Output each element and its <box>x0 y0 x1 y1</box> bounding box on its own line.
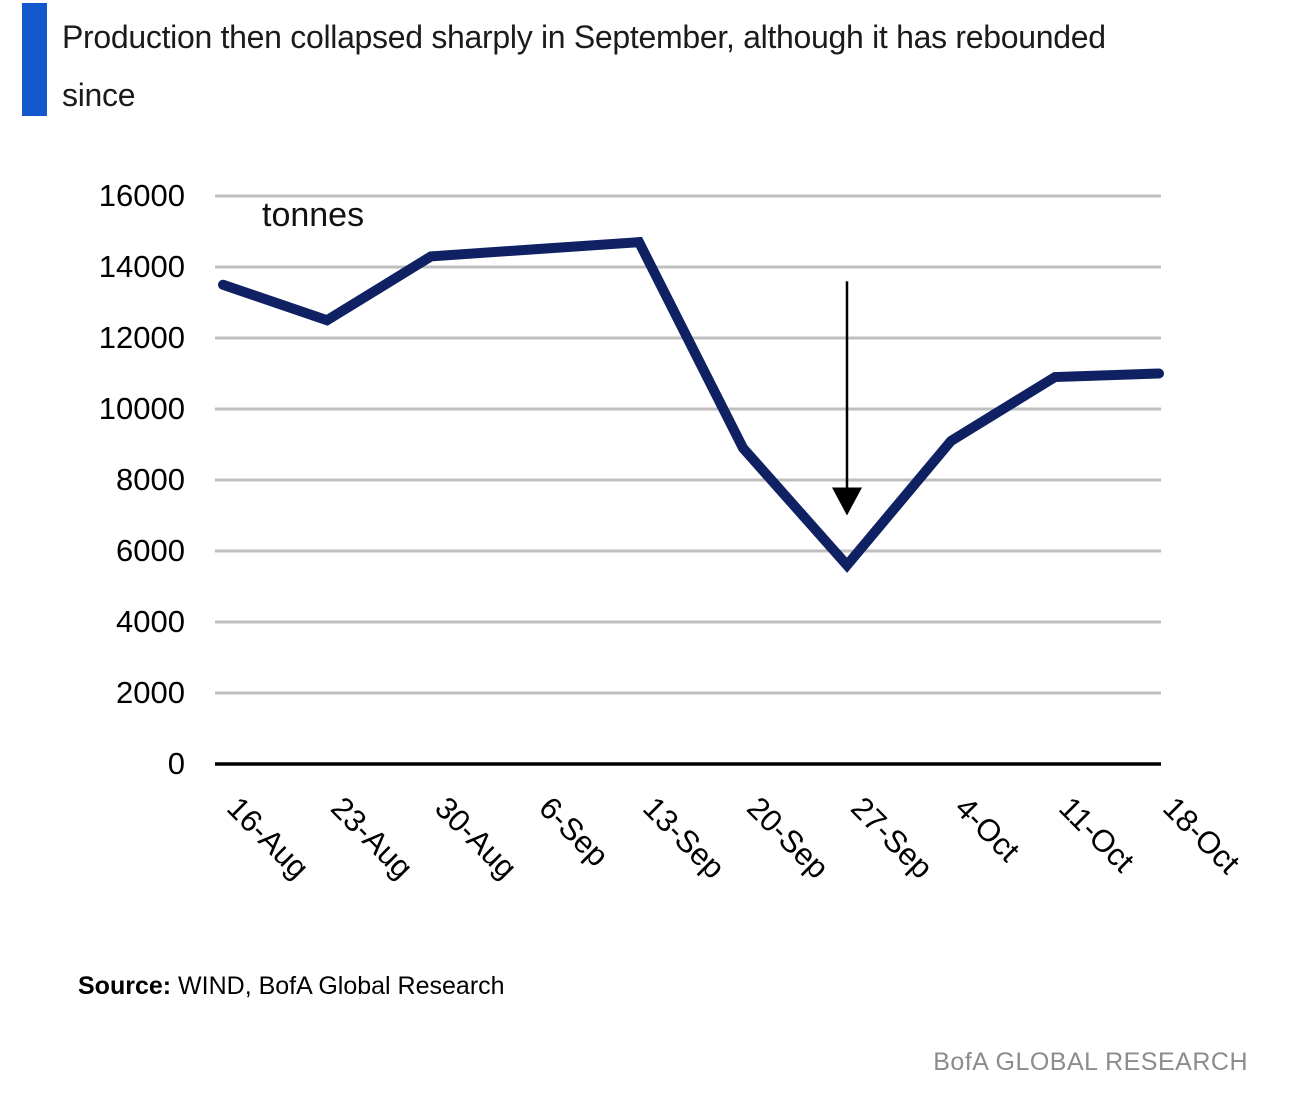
source-label: Source: <box>78 972 172 1000</box>
y-axis-label: 14000 <box>98 249 185 284</box>
y-axis-label: 10000 <box>98 391 185 426</box>
chart-title: Production then collapsed sharply in Sep… <box>62 19 1106 113</box>
y-axis-label: 2000 <box>116 675 185 710</box>
y-axis-label: 12000 <box>98 320 185 355</box>
y-axis-label: 6000 <box>116 533 185 568</box>
y-axis-label: 4000 <box>116 604 185 639</box>
source-text: WIND, BofA Global Research <box>171 972 505 1000</box>
y-axis-label: 0 <box>167 746 185 781</box>
source-note: Source: WIND, BofA Global Research <box>78 972 505 1001</box>
y-axis-label: 8000 <box>116 462 185 497</box>
title-accent-bar <box>22 3 47 116</box>
data-line <box>218 236 1164 573</box>
brand-text: BofA GLOBAL RESEARCH <box>933 1048 1248 1076</box>
annotation-arrow-head <box>832 487 862 516</box>
y-axis-label: 16000 <box>98 178 185 213</box>
unit-label: tonnes <box>262 196 365 234</box>
